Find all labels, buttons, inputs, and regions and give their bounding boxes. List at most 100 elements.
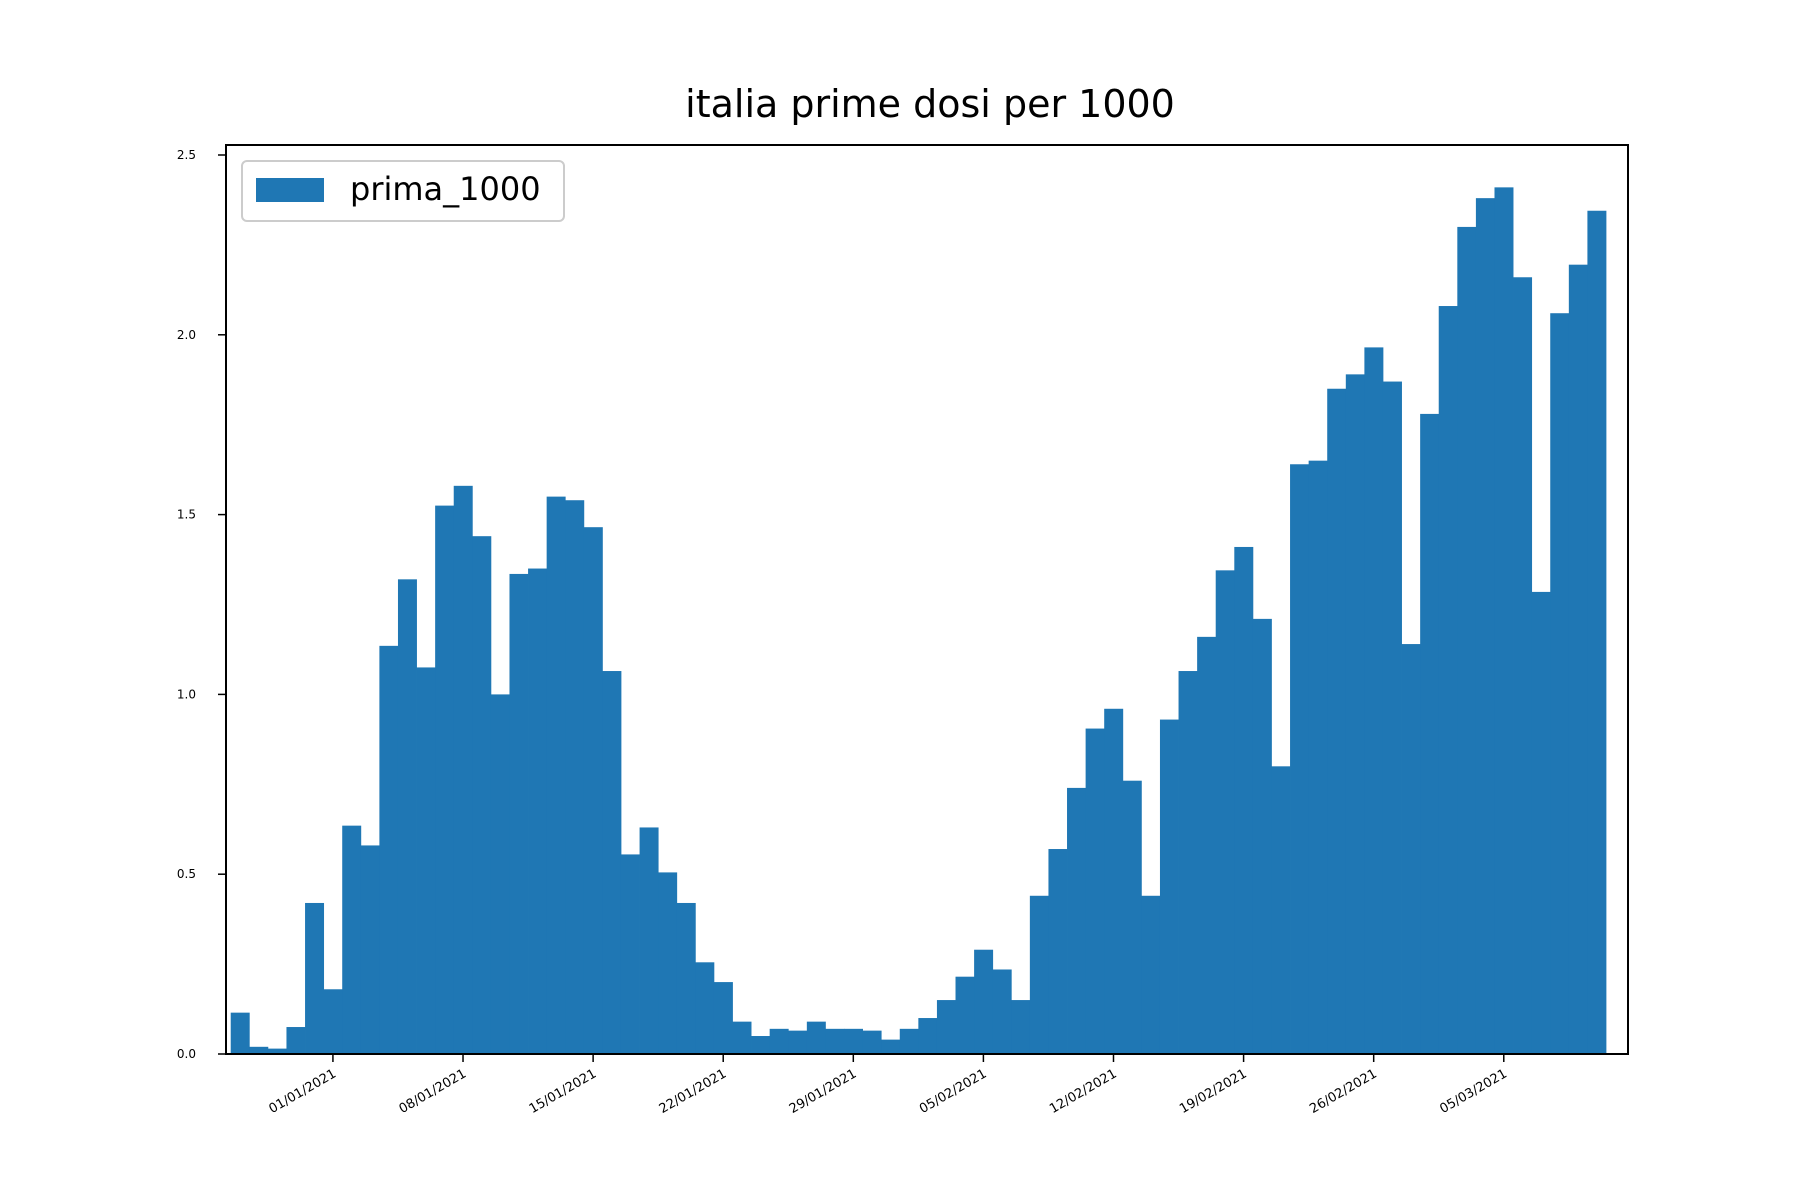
bar: [342, 825, 362, 1054]
x-tick-label: 15/01/2021: [527, 1066, 599, 1116]
x-tick-label: 05/03/2021: [1437, 1066, 1509, 1116]
bar: [528, 568, 548, 1054]
bar: [899, 1028, 919, 1054]
bar: [267, 1048, 287, 1054]
bar: [695, 962, 715, 1054]
bar: [1252, 618, 1272, 1054]
bar: [713, 982, 733, 1054]
bar: [435, 505, 455, 1054]
y-tick-label: 2.5: [177, 148, 196, 162]
bar: [751, 1036, 771, 1054]
bar: [1122, 780, 1142, 1054]
bar: [955, 976, 975, 1054]
bar: [1494, 187, 1514, 1055]
bar: [788, 1030, 808, 1054]
bar: [509, 573, 529, 1054]
y-tick-label: 0.5: [177, 867, 196, 881]
bar: [1234, 546, 1254, 1054]
bar: [1401, 644, 1421, 1054]
bar: [1271, 766, 1291, 1054]
bar: [881, 1039, 901, 1054]
legend-swatch: [256, 178, 324, 202]
bar: [918, 1018, 938, 1054]
bars-group: [230, 187, 1607, 1055]
bar: [583, 527, 603, 1054]
bar: [676, 902, 696, 1054]
bar: [825, 1028, 845, 1054]
bar: [1141, 895, 1161, 1054]
bar: [1290, 464, 1310, 1054]
bar: [1215, 570, 1235, 1054]
bar: [1345, 374, 1365, 1054]
legend-label: prima_1000: [350, 170, 541, 208]
bar: [397, 579, 417, 1054]
bar: [546, 496, 566, 1054]
bar: [1475, 198, 1495, 1054]
bar: [1531, 591, 1551, 1054]
bar: [1308, 460, 1328, 1054]
chart-title: italia prime dosi per 1000: [685, 82, 1175, 126]
bar: [1048, 849, 1068, 1054]
y-tick-label: 1.5: [177, 508, 196, 522]
bar: [323, 989, 343, 1054]
bar: [732, 1021, 752, 1054]
x-tick-label: 05/02/2021: [917, 1066, 989, 1116]
bar: [305, 902, 325, 1054]
bar: [1327, 388, 1347, 1054]
bar: [1197, 636, 1217, 1054]
bar: [379, 645, 399, 1054]
bar: [936, 1000, 956, 1054]
y-tick-label: 1.0: [177, 687, 196, 701]
bar: [1029, 895, 1049, 1054]
x-tick-label: 12/02/2021: [1047, 1066, 1119, 1116]
bar: [1011, 1000, 1031, 1054]
x-axis: 01/01/2021 08/01/2021 15/01/2021 22/01/2021…: [267, 1054, 1510, 1117]
bar: [602, 671, 622, 1054]
bar: [286, 1027, 306, 1054]
y-tick-label: 2.0: [177, 328, 196, 342]
bar: [1104, 708, 1124, 1054]
bar: [974, 949, 994, 1054]
y-axis: 0.0 0.5 1.0 1.5 2.0 2.5: [177, 148, 226, 1061]
bar: [620, 854, 640, 1054]
bar: [1550, 313, 1570, 1055]
plot-frame: [225, 144, 1629, 1055]
bar: [1457, 226, 1477, 1055]
x-tick-label: 26/02/2021: [1307, 1066, 1379, 1116]
bar: [806, 1021, 826, 1054]
bar: [490, 694, 510, 1054]
legend: prima_1000: [241, 160, 565, 222]
bar: [992, 969, 1012, 1054]
bar: [1364, 347, 1384, 1054]
x-tick-label: 08/01/2021: [397, 1066, 469, 1116]
x-tick-label: 29/01/2021: [787, 1066, 859, 1116]
bar: [769, 1028, 789, 1054]
bar: [1420, 413, 1440, 1054]
bar: [844, 1028, 863, 1054]
x-tick-label: 19/02/2021: [1177, 1066, 1249, 1116]
bar: [1159, 719, 1179, 1054]
bar: [416, 667, 436, 1054]
bar: [360, 845, 380, 1054]
bar: [565, 500, 585, 1055]
bar: [472, 536, 492, 1054]
bar: [1513, 277, 1533, 1054]
bar: [1568, 264, 1588, 1054]
bar: [1085, 728, 1105, 1054]
bar: [1382, 381, 1402, 1054]
bar: [639, 827, 659, 1054]
bar: [1587, 210, 1607, 1055]
y-tick-label: 0.0: [177, 1047, 196, 1061]
bar: [230, 1012, 250, 1054]
bar: [1178, 671, 1198, 1054]
bar: [1438, 306, 1458, 1054]
x-tick-label: 22/01/2021: [657, 1066, 729, 1116]
bar: [453, 485, 473, 1055]
legend-box: [241, 160, 565, 222]
bar: [658, 872, 678, 1054]
bar: [249, 1046, 269, 1054]
bar: [1067, 787, 1087, 1054]
bar: [862, 1030, 882, 1054]
x-tick-label: 01/01/2021: [267, 1066, 339, 1116]
